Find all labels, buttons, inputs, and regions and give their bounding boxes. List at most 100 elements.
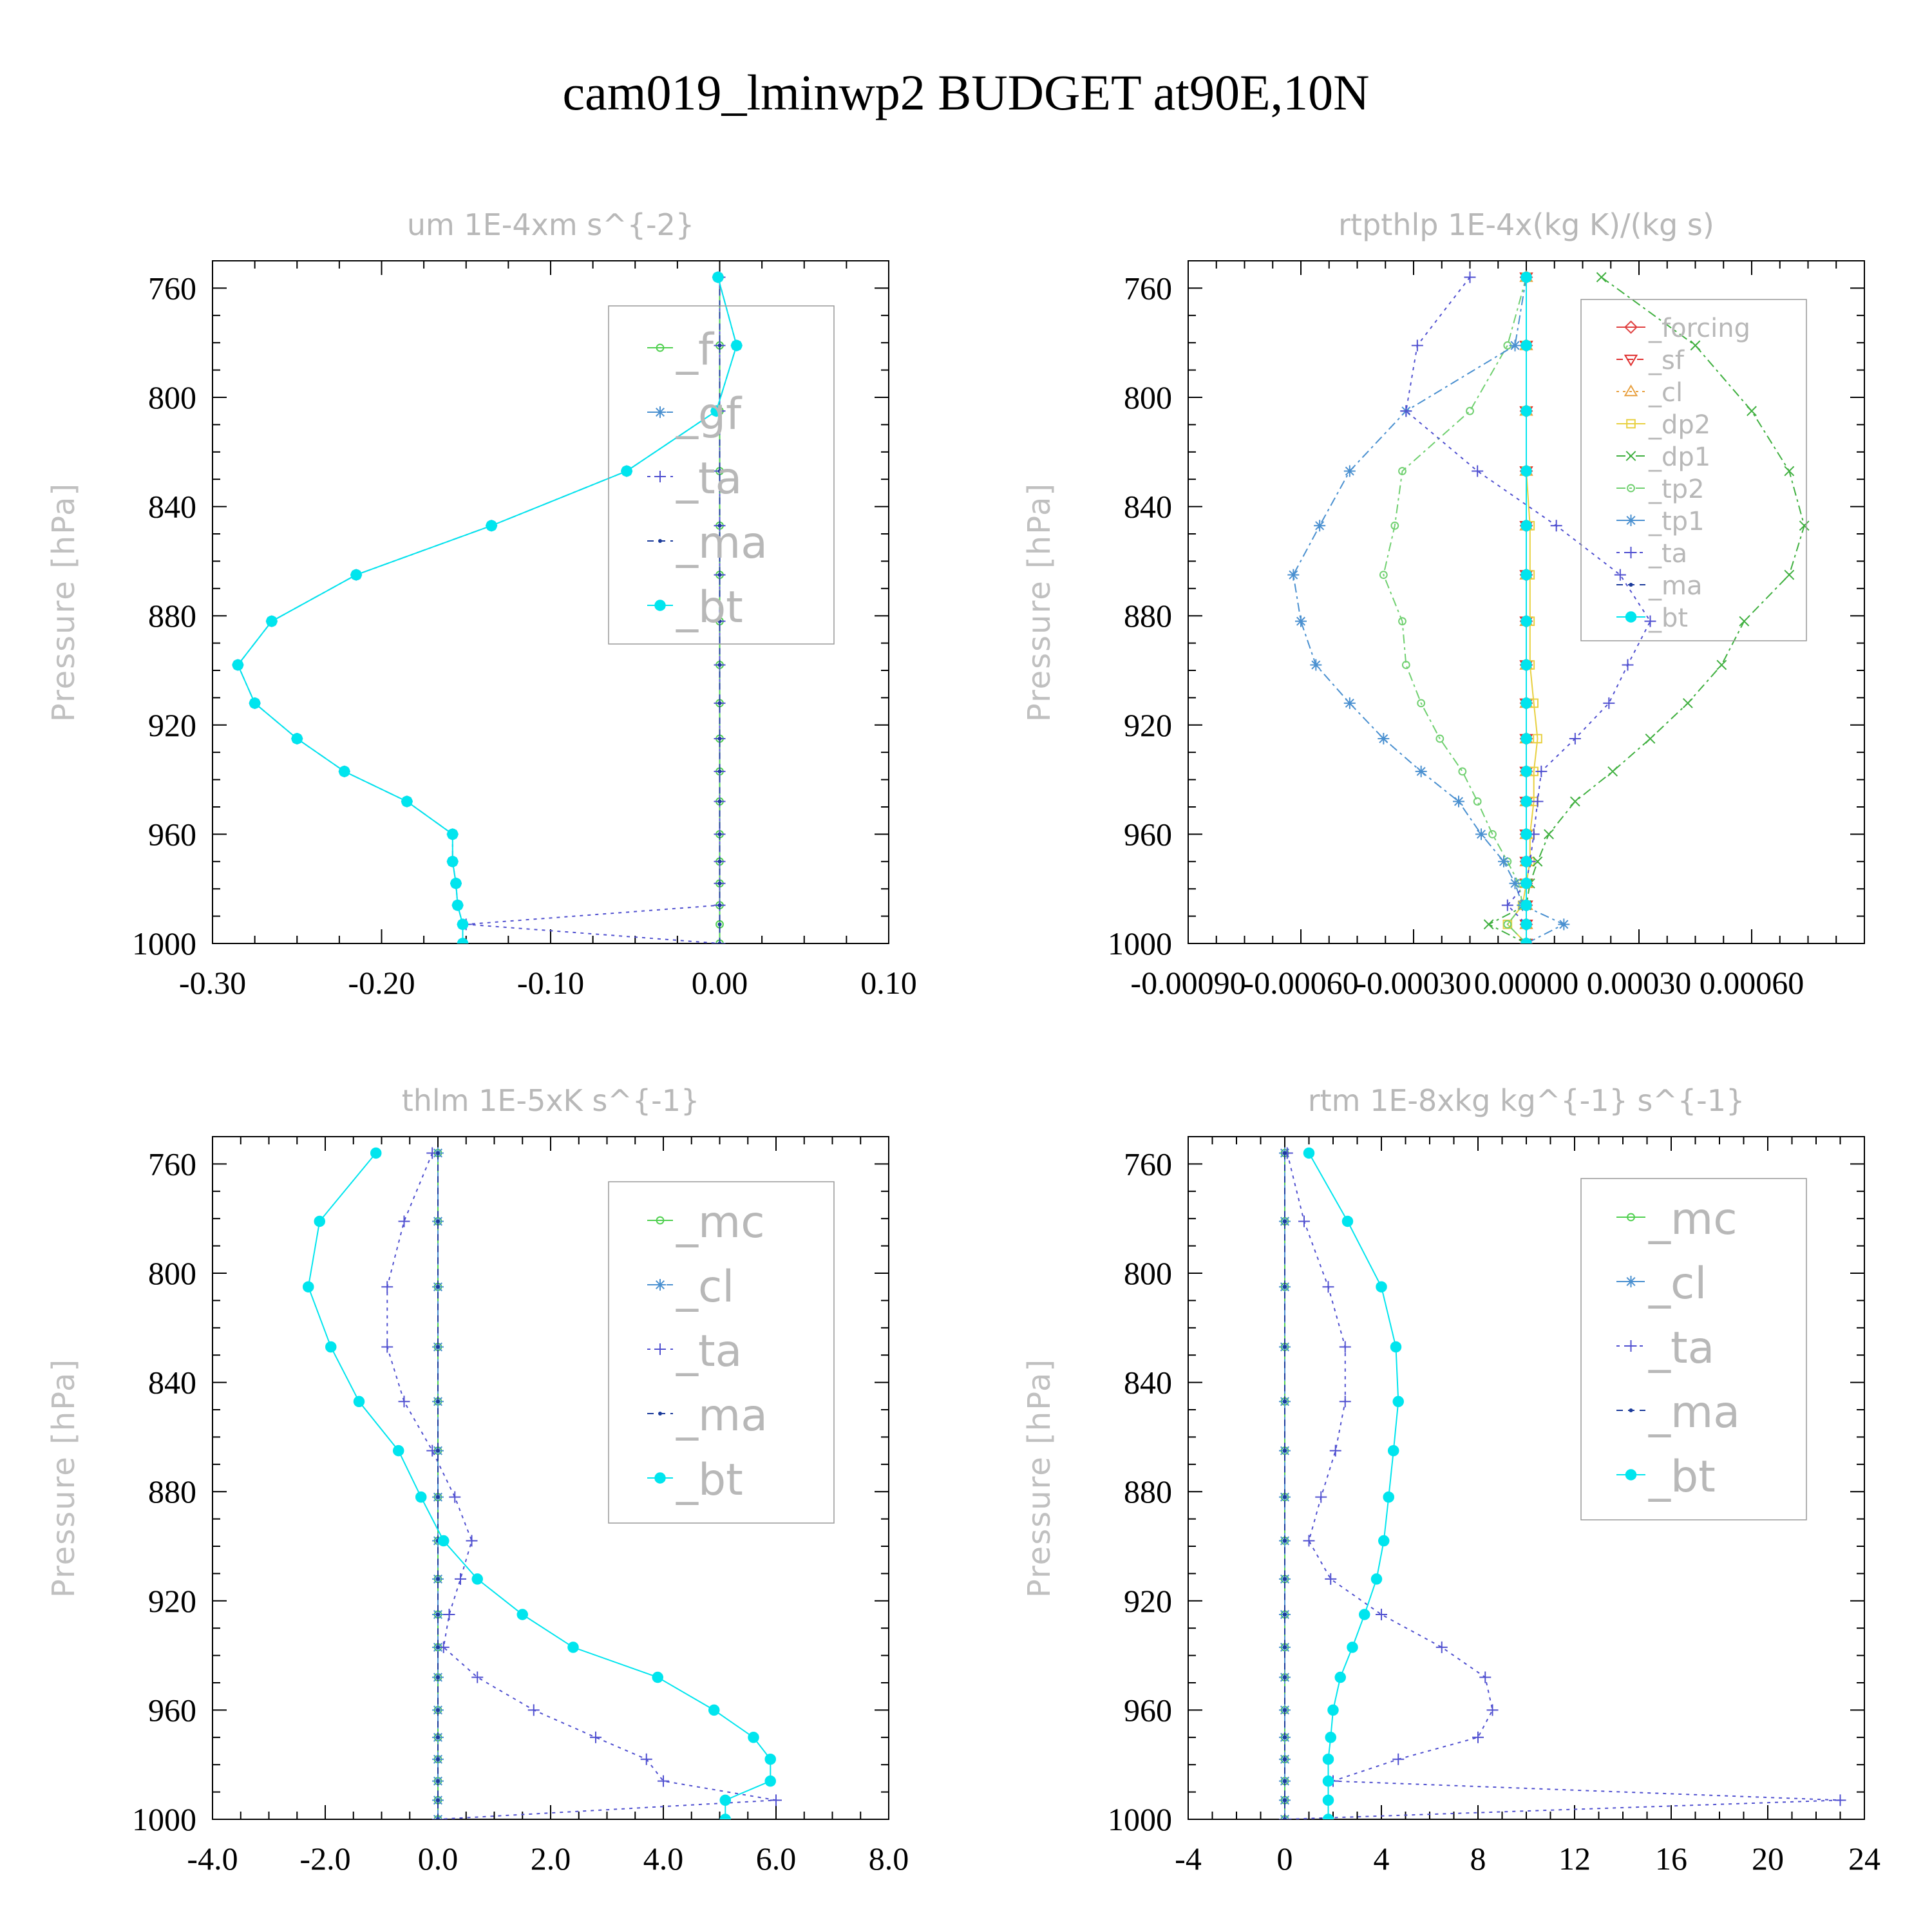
data-point (443, 1609, 455, 1620)
series-line (1293, 277, 1566, 943)
series-line (386, 1153, 777, 1819)
x-tick-label: -4.0 (187, 1841, 238, 1877)
legend-label: _cl (1648, 378, 1683, 408)
data-point (1520, 899, 1532, 911)
x-tick-label: 16 (1655, 1841, 1687, 1877)
legend-marker (658, 539, 662, 543)
x-tick-label: -0.30 (179, 965, 246, 1001)
data-point (436, 1151, 440, 1155)
data-point (436, 1779, 440, 1783)
series-dp1 (1483, 272, 1810, 943)
y-tick-label: 1000 (132, 1801, 196, 1837)
legend-marker (1629, 1408, 1633, 1412)
data-point (486, 520, 497, 532)
series-bt (1303, 1147, 1404, 1819)
legend-marker (1625, 515, 1637, 526)
data-point (303, 1281, 314, 1293)
plot-area (1279, 1147, 1846, 1819)
y-axis-label: Pressure [hPa] (46, 1358, 82, 1598)
data-point (1401, 661, 1410, 669)
series-dp2 (1502, 272, 1542, 943)
y-tick-label: 920 (148, 1583, 196, 1619)
legend-marker (656, 343, 665, 352)
series-gf (232, 271, 743, 943)
series-ta (1400, 271, 1656, 943)
data-point (717, 859, 722, 864)
x-tick-label: -0.00030 (1356, 965, 1471, 1001)
data-point (1799, 520, 1810, 531)
data-point (1645, 734, 1656, 744)
legend-label: _cl (676, 1262, 734, 1312)
legend-label: _cl (1648, 1258, 1707, 1309)
data-point (471, 1671, 484, 1683)
data-point (1379, 571, 1388, 579)
data-point (652, 1671, 663, 1683)
x-tick-label: 4 (1374, 1841, 1390, 1877)
x-tick-label: 24 (1848, 1841, 1880, 1877)
data-point (401, 795, 413, 808)
data-point (1390, 1341, 1402, 1353)
data-point (1435, 1641, 1448, 1653)
series-line (1487, 276, 1805, 943)
x-tick-label: 0 (1277, 1841, 1293, 1877)
data-point (1283, 1448, 1287, 1453)
figure-title: cam019_lminwp2 BUDGET at90E,10N (563, 64, 1370, 120)
legend: _forcing _sf _cl_dp2_dp1 _tp2 _tp1 _ta_ma_bt (1580, 299, 1807, 641)
plot-area (303, 1147, 782, 1819)
y-tick-label: 960 (148, 816, 196, 852)
data-point (1315, 1491, 1327, 1503)
data-point (350, 569, 362, 581)
data-point (770, 1794, 782, 1806)
data-point (1520, 828, 1532, 840)
x-tick-label: 2.0 (531, 1841, 571, 1877)
x-tick-label: -4 (1175, 1841, 1202, 1877)
data-point (1283, 1757, 1287, 1761)
series-tp1 (1287, 271, 1570, 943)
series-line (1383, 277, 1527, 943)
data-point (353, 1396, 365, 1408)
data-point (436, 1735, 440, 1739)
data-point (710, 405, 722, 417)
legend-marker (654, 600, 666, 611)
data-point (1784, 466, 1795, 477)
y-axis-label: Pressure [hPa] (1021, 1358, 1057, 1598)
data-point (1283, 1495, 1287, 1499)
data-point (1398, 617, 1406, 626)
data-point (717, 942, 722, 943)
data-point (1314, 520, 1326, 532)
data-point (1378, 1535, 1390, 1547)
data-point (1690, 340, 1701, 351)
data-point (1378, 733, 1390, 744)
x-tick-label: 0.00 (692, 965, 748, 1001)
data-point (466, 1535, 478, 1547)
data-point (1520, 918, 1532, 931)
legend: _f _gf _ta _ma _bt (608, 305, 835, 645)
data-point (1322, 1794, 1334, 1806)
data-point (438, 1535, 450, 1547)
y-tick-label: 760 (1124, 1146, 1172, 1182)
data-point (1520, 569, 1532, 581)
data-point (1520, 697, 1532, 709)
x-tick-label: -0.10 (517, 965, 584, 1001)
legend-label: _ta (676, 453, 742, 504)
legend-label: _bt (676, 1455, 743, 1506)
data-point (1488, 830, 1497, 838)
data-point (1283, 1539, 1287, 1543)
data-point (567, 1642, 579, 1653)
data-point (717, 903, 722, 907)
data-point (1310, 659, 1322, 671)
data-point (1283, 1151, 1287, 1155)
data-point (1283, 1817, 1287, 1819)
series-ta (1279, 1147, 1846, 1819)
data-point (516, 1609, 528, 1620)
data-point (640, 1753, 652, 1765)
data-point (1520, 465, 1532, 477)
data-point (708, 1704, 720, 1716)
series-line (1405, 276, 1651, 943)
data-point (1520, 938, 1532, 943)
data-point (1596, 272, 1607, 283)
series-ma (436, 1151, 440, 1819)
data-point (393, 1444, 404, 1457)
data-point (1739, 616, 1750, 627)
